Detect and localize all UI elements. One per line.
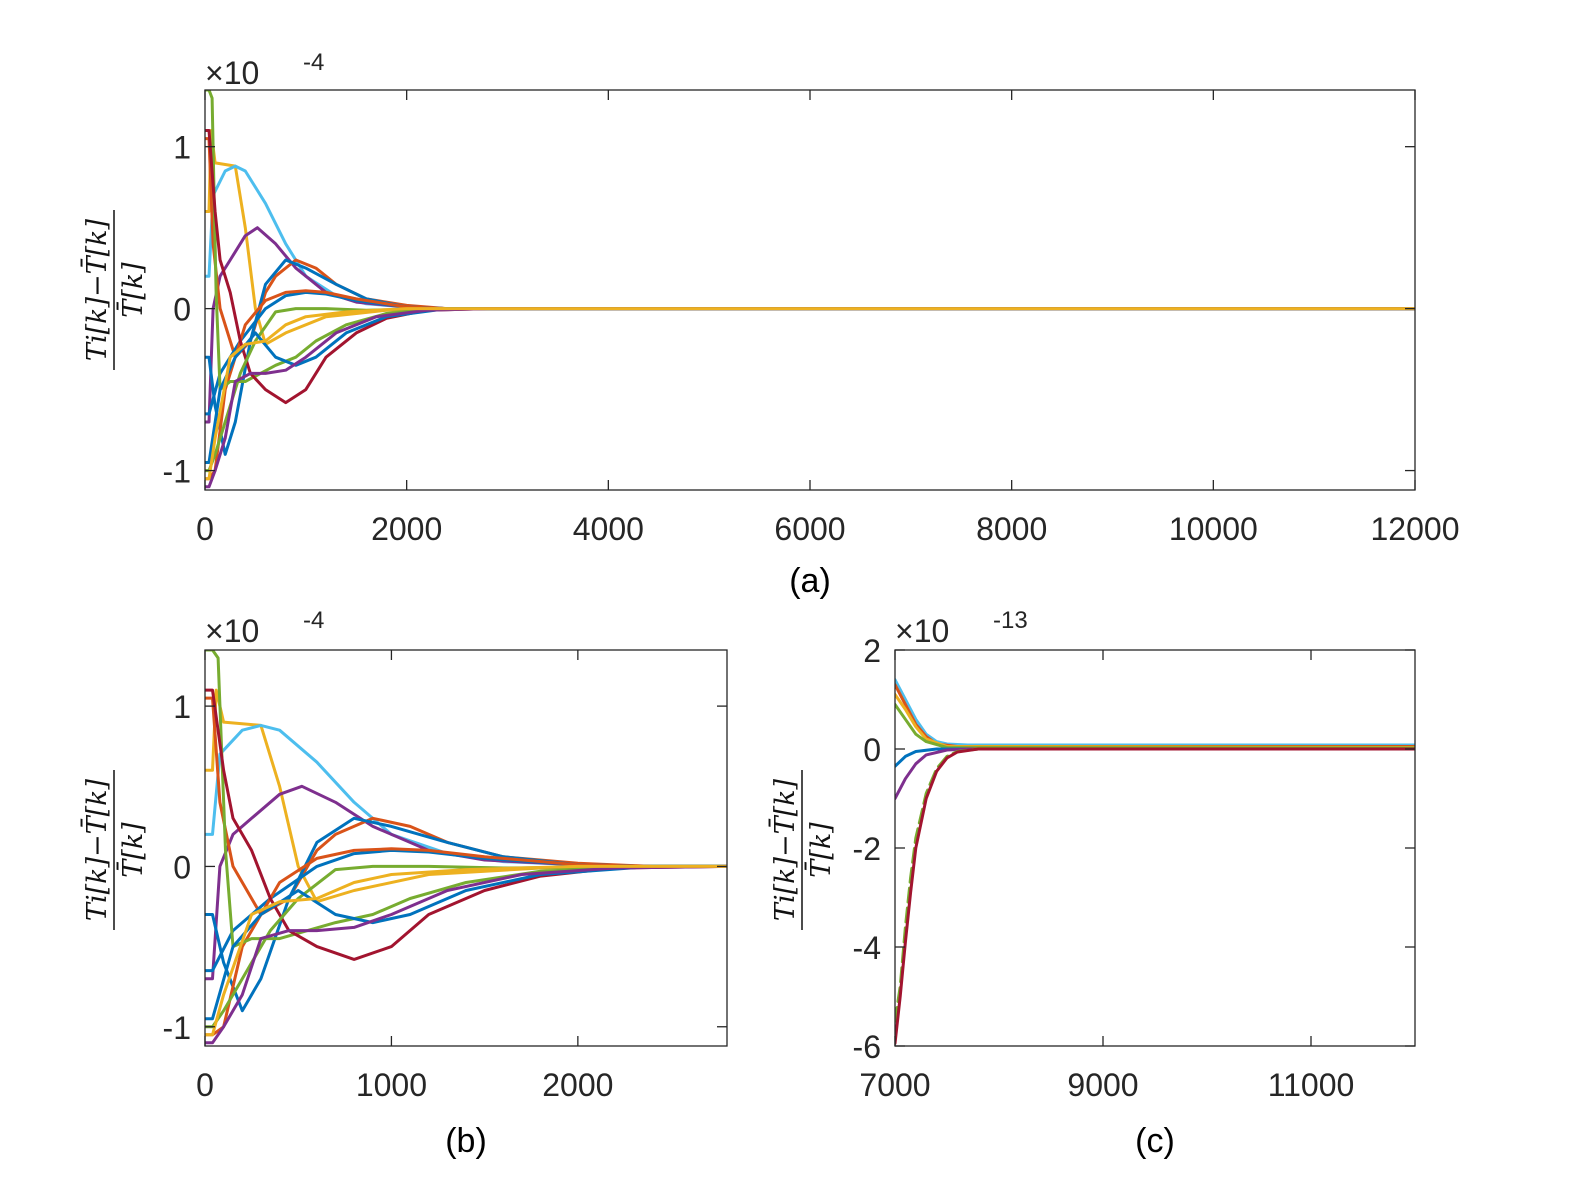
axis-multiplier-a: ×10 [205,55,259,91]
panel-b: 0 1000 2000-101×10 -4Ti[k]−T̄[k] T̄[k](b) [79,607,728,1160]
axis-multiplier-exponent-c: -13 [993,607,1028,634]
plot-area-a [205,90,1415,489]
panel-c: 7000 9000 11000 -6 -4 -2 0 2 ×10 -13 Ti[k]−T̄[k] T̄… [767,607,1416,1160]
x-tick-label-a: 2000 [371,511,442,547]
plot-area-c [895,678,1415,1045]
series-line-a-s2 [205,164,1415,311]
x-tick-label-a: 0 [196,511,214,547]
x-tick-label-a: 6000 [774,511,845,547]
series-line-c-c1 [895,678,1415,747]
panel-caption-b: (b) [445,1122,487,1160]
x-tick-label-c: 11000 [1268,1067,1355,1103]
y-tick-label-c: -6 [853,1029,881,1065]
series-line-a-s13 [205,307,1415,481]
y-axis-label-c: Ti[k]−T̄[k] T̄[k] [767,770,837,930]
series-line-c-c8 [895,747,1415,1045]
axis-multiplier-b: ×10 [205,613,259,649]
series-line-a-s11 [205,307,1415,464]
axes-frame-c [894,649,1416,1047]
series-line-c-c2 [895,683,1415,748]
series-line-c-c7 [895,747,1415,1023]
y-label-denominator-a: T̄[k] [115,262,149,318]
y-tick-label-a: -1 [163,454,191,490]
y-tick-label-a: 1 [173,130,191,166]
plot-area-b [205,650,727,1045]
series-line-b-s13 [205,864,727,1037]
series-line-a-s4 [205,137,1415,359]
series-line-c-c5 [895,747,1415,768]
y-label-denominator-b: T̄[k] [115,822,149,878]
series-line-c-c4 [895,703,1415,750]
y-tick-label-c: -4 [853,930,881,966]
panel-caption-c: (c) [1135,1122,1175,1160]
y-tick-label-c: -2 [853,831,881,867]
y-tick-label-c: 2 [863,633,881,669]
axes-frame-a [204,89,1416,491]
y-axis-label-b: Ti[k]−T̄[k] T̄[k] [79,770,149,930]
x-tick-label-a: 12000 [1371,511,1460,547]
panel-a: 0 2000 4000 6000 8000 10000 12000-101×10 -4Ti[k… [79,49,1459,600]
x-tick-label-a: 4000 [573,511,644,547]
panel-caption-a: (a) [789,562,831,600]
axis-multiplier-exponent-b: -4 [303,607,324,634]
y-tick-label-a: 0 [173,292,191,328]
x-tick-label-c: 9000 [1067,1067,1138,1103]
x-tick-label-a: 8000 [976,511,1047,547]
y-tick-label-b: -1 [163,1010,191,1046]
y-label-numerator-c: Ti[k]−T̄[k] [767,778,801,921]
y-label-numerator-b: Ti[k]−T̄[k] [79,778,113,921]
series-line-b-s9 [205,688,727,961]
y-axis-label-a: Ti[k]−T̄[k] T̄[k] [79,210,149,370]
series-line-a-s9 [205,129,1415,405]
series-line-a-s8 [205,90,1415,392]
y-tick-label-c: 0 [863,732,881,768]
series-line-c-c3 [895,693,1415,749]
series-line-b-s7 [205,847,727,1037]
y-tick-label-b: 1 [173,689,191,725]
y-label-numerator-a: Ti[k]−T̄[k] [79,218,113,361]
series-line-b-s12 [205,864,727,1045]
series-line-c-c6 [895,747,1415,800]
x-tick-label-b: 0 [196,1067,214,1103]
x-tick-label-c: 7000 [859,1067,930,1103]
y-label-denominator-c: T̄[k] [803,822,837,878]
series-line-a-s3 [205,226,1415,424]
x-tick-label-b: 2000 [542,1067,613,1103]
series-line-a-s5 [205,258,1415,456]
axes-frame-b [204,649,728,1047]
x-tick-label-a: 10000 [1169,511,1258,547]
axis-multiplier-c: ×10 [895,613,949,649]
axis-multiplier-exponent-a: -4 [303,49,324,76]
series-line-a-s12 [205,307,1415,489]
x-tick-label-b: 1000 [356,1067,427,1103]
y-tick-label-b: 0 [173,849,191,885]
series-line-a-s10 [205,307,1415,473]
